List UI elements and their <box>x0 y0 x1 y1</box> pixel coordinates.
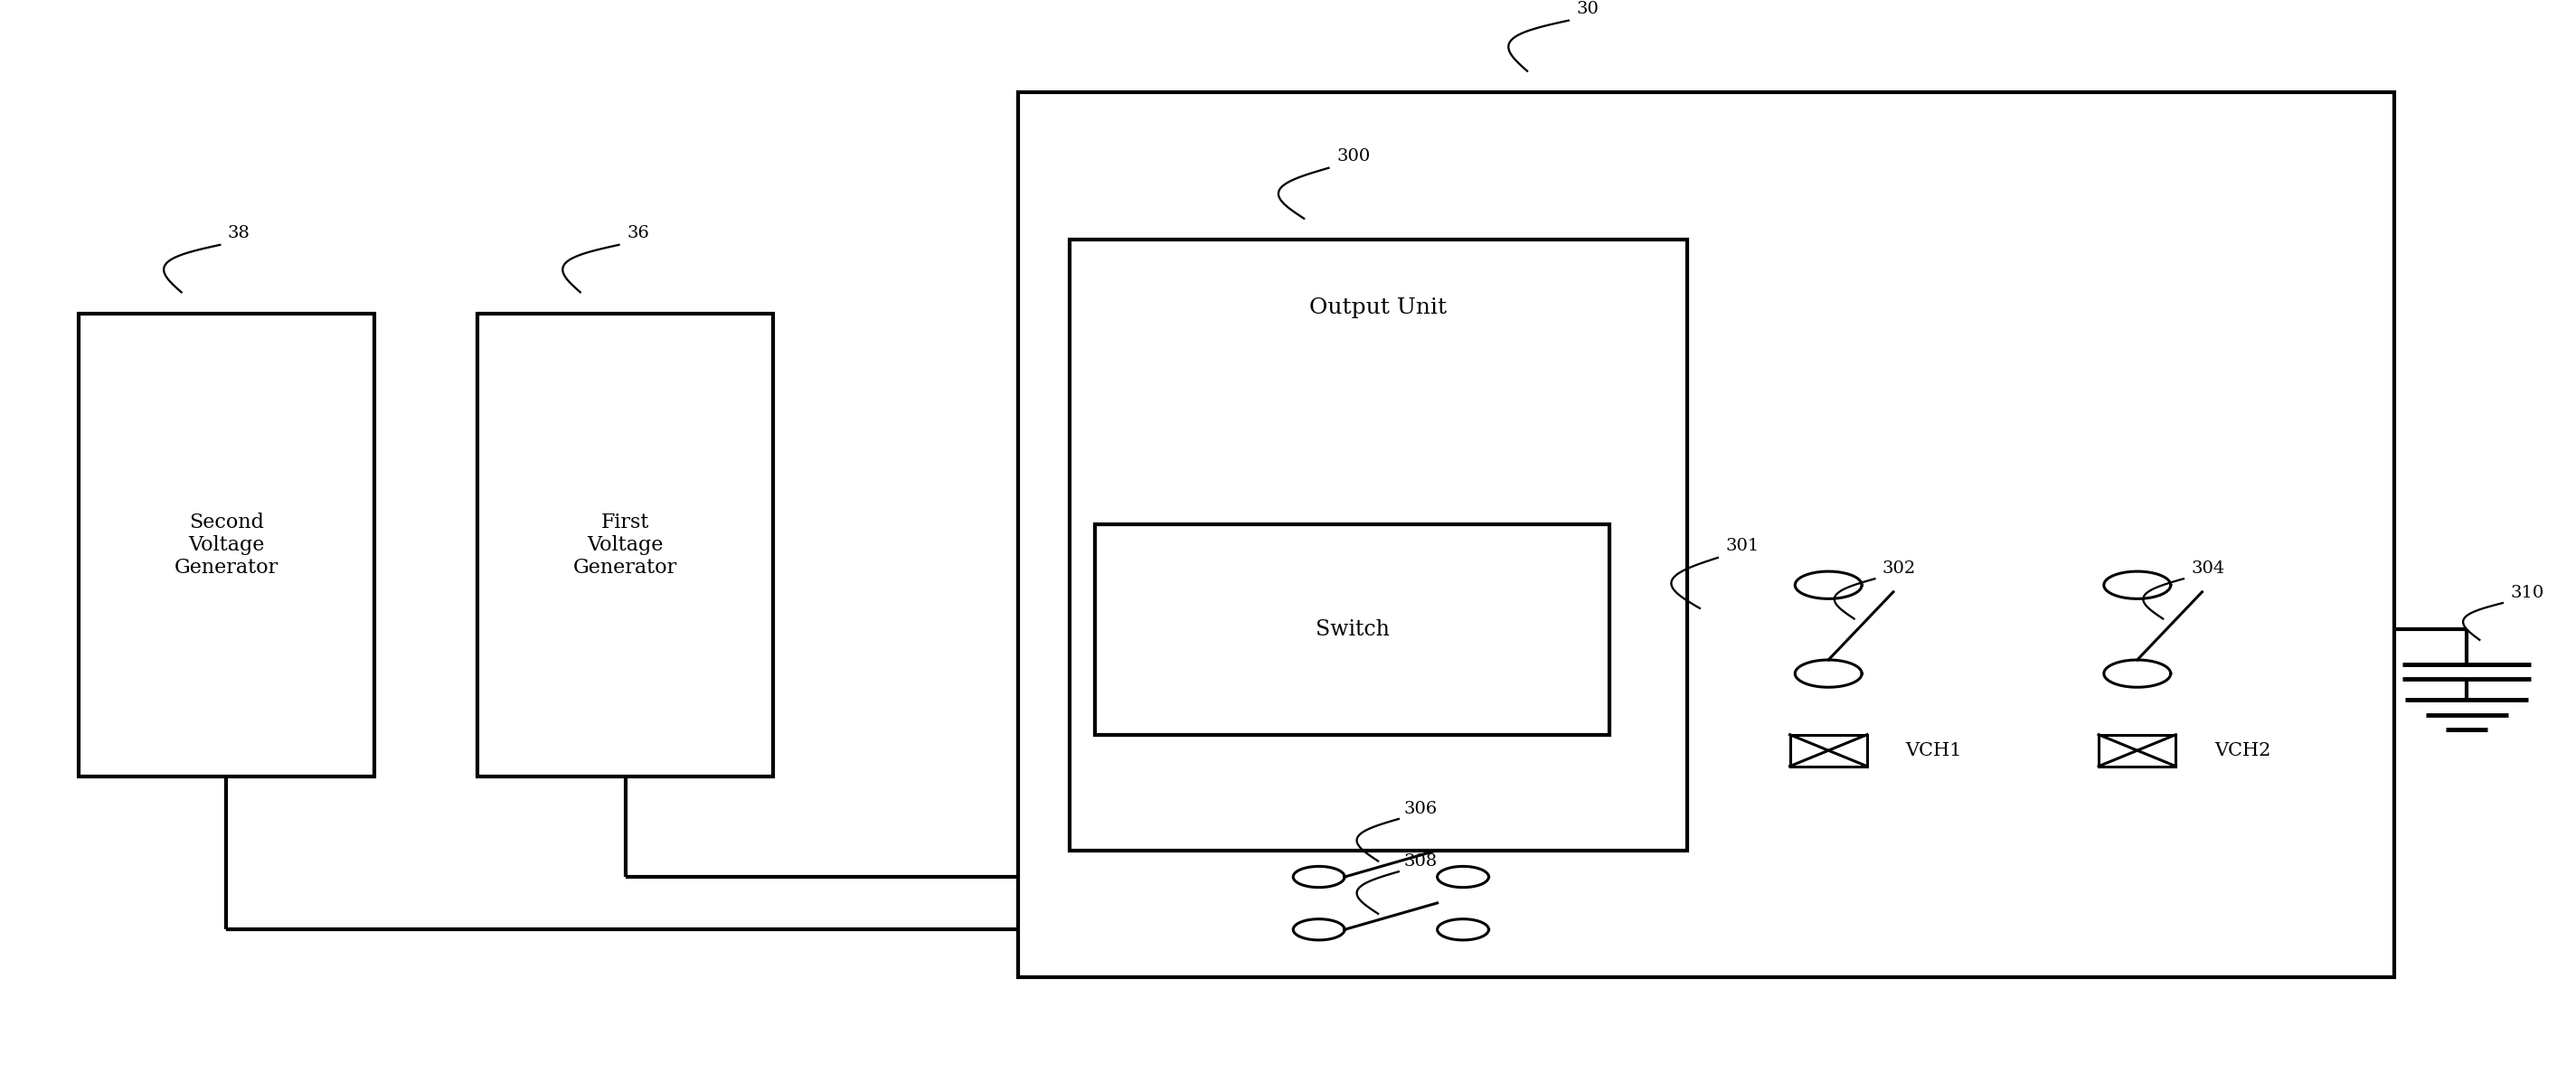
Text: First
Voltage
Generator: First Voltage Generator <box>574 512 677 578</box>
Text: Output Unit: Output Unit <box>1309 297 1448 319</box>
Bar <box>477 313 773 777</box>
Text: Switch: Switch <box>1316 619 1388 640</box>
Text: 306: 306 <box>1404 800 1437 817</box>
Text: 30: 30 <box>1577 1 1600 17</box>
Text: 304: 304 <box>2192 560 2226 576</box>
Text: 301: 301 <box>1726 539 1759 555</box>
Text: 38: 38 <box>227 225 250 241</box>
Bar <box>77 313 374 777</box>
Text: 308: 308 <box>1404 853 1437 869</box>
Bar <box>1790 735 1868 766</box>
Text: 310: 310 <box>2512 585 2545 601</box>
Text: 300: 300 <box>1337 148 1370 165</box>
Text: Second
Voltage
Generator: Second Voltage Generator <box>175 512 278 578</box>
Bar <box>1095 524 1610 735</box>
Bar <box>2099 735 2177 766</box>
Text: 302: 302 <box>1883 560 1917 576</box>
Text: 36: 36 <box>626 225 649 241</box>
Bar <box>1069 239 1687 851</box>
Bar <box>1018 92 2396 976</box>
Text: VCH2: VCH2 <box>2215 741 2272 759</box>
Text: VCH1: VCH1 <box>1906 741 1963 759</box>
